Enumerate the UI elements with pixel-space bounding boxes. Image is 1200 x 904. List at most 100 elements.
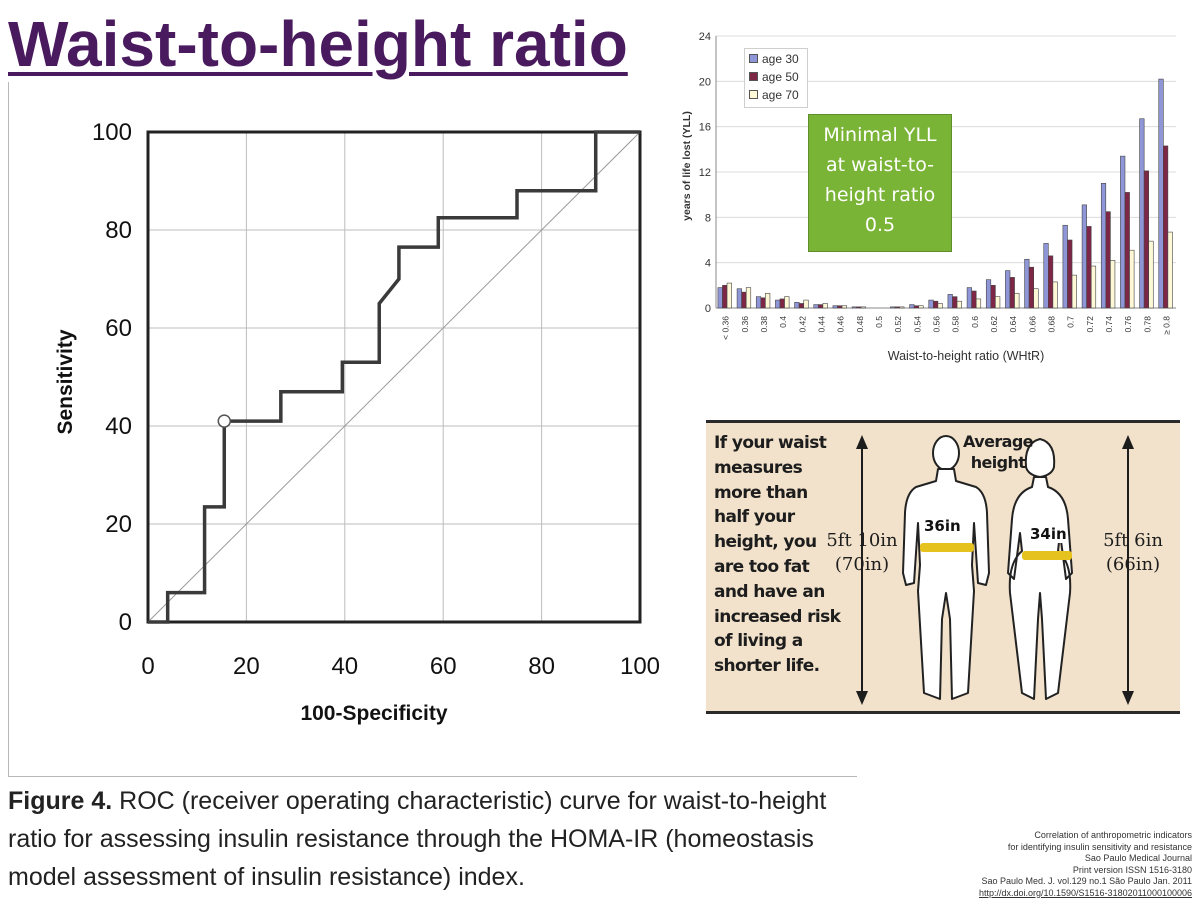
bar-age-50 xyxy=(1163,145,1169,309)
bar-age-70 xyxy=(726,282,732,309)
female-height-label: 5ft 6in (66in) xyxy=(1088,529,1178,577)
y-tick-label: 0 xyxy=(119,609,132,636)
left-height-arrow-icon xyxy=(856,435,868,705)
message-line: shorter life. xyxy=(714,656,820,677)
bar-age-30 xyxy=(985,279,992,309)
message-line: measures xyxy=(714,457,803,478)
right-height-arrow-icon xyxy=(1122,435,1134,705)
bar-age-50 xyxy=(798,303,805,309)
x-tick-label: 0.48 xyxy=(855,316,865,333)
bar-age-50 xyxy=(1048,255,1054,309)
x-axis-title: 100-Specificity xyxy=(300,702,447,725)
bar-age-30 xyxy=(717,287,723,309)
message-line: height, you xyxy=(714,532,817,553)
female-waist-measure: 34in xyxy=(1030,525,1067,543)
figure-caption: Figure 4. ROC (receiver operating charac… xyxy=(8,782,858,896)
cutoff-point-marker xyxy=(217,414,232,428)
bar-age-70 xyxy=(1033,288,1039,309)
x-tick-label: 0.68 xyxy=(1046,316,1056,333)
bar-age-50 xyxy=(1067,239,1073,309)
yll-chart: 0 4 8 12 16 20 24 < 0.36 0.36 0.38 0.4 0.42 0.44 0.46… xyxy=(681,31,1176,363)
legend-label-age-30: age 30 xyxy=(762,51,799,66)
bar-age-50 xyxy=(837,305,843,309)
bar-age-70 xyxy=(975,298,982,309)
x-tick-label: < 0.36 xyxy=(721,316,731,340)
y-tick-label: 16 xyxy=(699,122,711,134)
minimal-yll-callout: Minimal YLL at waist-to- height ratio 0.… xyxy=(808,114,952,252)
bar-age-50 xyxy=(894,306,900,309)
male-figure-icon xyxy=(902,435,990,700)
bar-age-30 xyxy=(1043,243,1049,309)
bar-age-50 xyxy=(913,305,920,309)
bar-age-50 xyxy=(818,304,824,309)
bar-age-50 xyxy=(1105,211,1111,309)
bar-age-50 xyxy=(779,298,785,309)
bar-age-70 xyxy=(745,287,752,309)
male-waist-belt xyxy=(920,543,974,552)
bar-age-30 xyxy=(1081,204,1087,309)
male-height-in: (70in) xyxy=(834,554,890,575)
y-tick-label: 20 xyxy=(105,511,132,538)
y-tick-label: 8 xyxy=(705,212,711,224)
y-tick-label: 4 xyxy=(705,258,711,270)
bar-age-70 xyxy=(937,303,943,309)
x-tick-label: 0.7 xyxy=(1066,316,1076,328)
yll-legend: age 30 age 50 age 70 xyxy=(744,48,808,108)
x-tick-label: 0.58 xyxy=(951,316,961,333)
bar-age-30 xyxy=(890,306,896,309)
average-height-line-1: Average xyxy=(963,432,1033,451)
legend-label-age-70: age 70 xyxy=(762,87,799,102)
female-height-in: (66in) xyxy=(1105,554,1161,575)
bar-age-70 xyxy=(956,300,962,309)
message-line: are too fat xyxy=(714,556,810,577)
y-tick-label: 0 xyxy=(705,303,711,315)
legend-swatch-age-50 xyxy=(749,72,758,81)
x-tick-label: 80 xyxy=(528,653,555,680)
x-tick-label: 0.42 xyxy=(797,316,807,333)
y-axis-title: Sensitivity xyxy=(54,329,77,434)
x-tick-label: 0.74 xyxy=(1104,316,1114,333)
x-tick-label: 0.66 xyxy=(1027,316,1037,333)
bar-age-50 xyxy=(856,306,862,309)
bar-age-50 xyxy=(990,285,996,309)
bar-age-50 xyxy=(952,296,958,309)
x-tick-label: 0.44 xyxy=(816,316,826,333)
x-tick-label: 100 xyxy=(620,653,660,680)
citation-line: Sao Paulo Med. J. vol.129 no.1 São Paulo… xyxy=(981,876,1192,886)
x-tick-label: 0.5 xyxy=(874,316,884,328)
bar-age-70 xyxy=(822,303,828,309)
bar-age-30 xyxy=(736,288,742,309)
roc-figure-panel xyxy=(8,82,857,777)
female-figure-icon xyxy=(1007,438,1073,700)
bar-age-30 xyxy=(1139,118,1145,309)
legend-swatch-age-70 xyxy=(749,90,758,99)
roc-chart: 0 20 40 60 80 100 0 20 40 60 80 100 100-Specificity S… xyxy=(54,119,660,725)
bar-age-70 xyxy=(1014,292,1020,309)
y-tick-label: 24 xyxy=(699,31,711,43)
bar-age-50 xyxy=(1143,170,1150,309)
y-tick-label: 20 xyxy=(699,76,711,88)
bar-age-70 xyxy=(860,306,867,309)
female-height-ft: 5ft 6in xyxy=(1103,530,1163,551)
female-waist-belt xyxy=(1022,551,1072,560)
y-tick-label: 100 xyxy=(92,119,132,146)
bar-age-30 xyxy=(813,304,819,309)
bar-age-30 xyxy=(1120,155,1126,309)
bar-age-50 xyxy=(760,297,766,309)
message-line: of living a xyxy=(714,631,803,652)
callout-line-3: height ratio xyxy=(824,184,936,206)
x-tick-label: 0.62 xyxy=(989,316,999,333)
bar-age-30 xyxy=(1005,270,1011,309)
figure-caption-text: ROC (receiver operating characteristic) … xyxy=(8,787,827,891)
citation-doi-link[interactable]: http://dx.doi.org/10.1590/S1516-31802011… xyxy=(978,887,1192,898)
x-tick-label: 0.56 xyxy=(931,316,941,333)
plot-frame xyxy=(146,130,642,624)
callout-line-1: Minimal YLL xyxy=(823,124,937,146)
bar-age-70 xyxy=(1129,249,1135,309)
citation-line: for identifying insulin sensitivity and … xyxy=(1007,841,1192,852)
bar-age-30 xyxy=(832,305,838,309)
bar-age-30 xyxy=(794,302,800,309)
bar-age-50 xyxy=(933,300,939,309)
x-tick-label: 0.46 xyxy=(836,316,846,333)
x-tick-label: 0.36 xyxy=(740,316,750,333)
